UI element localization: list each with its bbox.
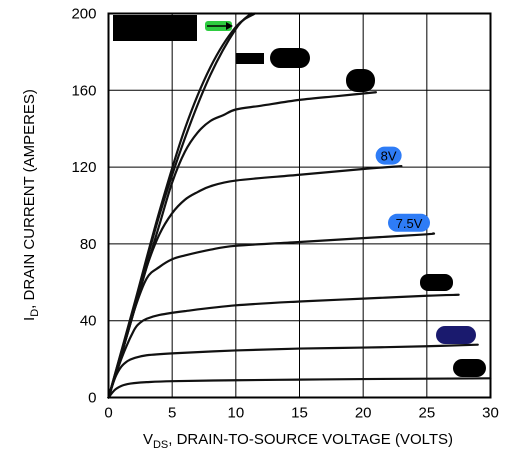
redaction-block (113, 15, 197, 41)
redaction-block (270, 48, 310, 68)
annotations: 8V 7.5V (375, 146, 431, 232)
annotation-label: 8V (381, 149, 397, 164)
x-tick-label: 10 (227, 405, 244, 422)
green-arrow-icon (205, 21, 233, 31)
x-tick-label: 25 (418, 405, 435, 422)
y-tick-label: 80 (80, 236, 97, 253)
series-curve-3 (107, 293, 460, 399)
x-tick-label: 20 (355, 405, 372, 422)
redaction-block (436, 326, 476, 344)
series-curve-2 (107, 343, 479, 399)
annotation-label: 7.5V (396, 216, 423, 231)
y-tick-label: 0 (88, 390, 96, 407)
y-tick-label: 160 (71, 82, 96, 99)
series-curve-5 (107, 165, 403, 399)
annotation-badge (375, 146, 402, 165)
x-tick-label: 15 (291, 405, 308, 422)
y-tick-label: 200 (71, 6, 96, 23)
y-tick-label: 40 (80, 313, 97, 330)
x-tick-label: 5 (168, 405, 176, 422)
annotation-badge (388, 213, 431, 232)
series-curve-6 (107, 91, 377, 399)
series-curve-1 (107, 377, 492, 399)
plot-frame (107, 12, 492, 399)
redaction-block (236, 53, 264, 64)
series-curve-8 (107, 12, 257, 399)
tick-labels: 0 5 10 15 20 25 30 0 40 80 120 160 200 (71, 6, 498, 422)
curves (107, 12, 492, 399)
y-tick-label: 120 (71, 159, 96, 176)
redaction-block (420, 274, 453, 291)
x-tick-label: 0 (104, 405, 112, 422)
y-axis-title: ID, DRAIN CURRENT (AMPERES) (21, 89, 41, 321)
x-axis-title: VDS, DRAIN-TO-SOURCE VOLTAGE (VOLTS) (143, 431, 453, 451)
x-tick-label: 30 (482, 405, 499, 422)
redaction-block (453, 359, 486, 377)
redaction-block (346, 69, 375, 92)
overlays (113, 15, 486, 377)
